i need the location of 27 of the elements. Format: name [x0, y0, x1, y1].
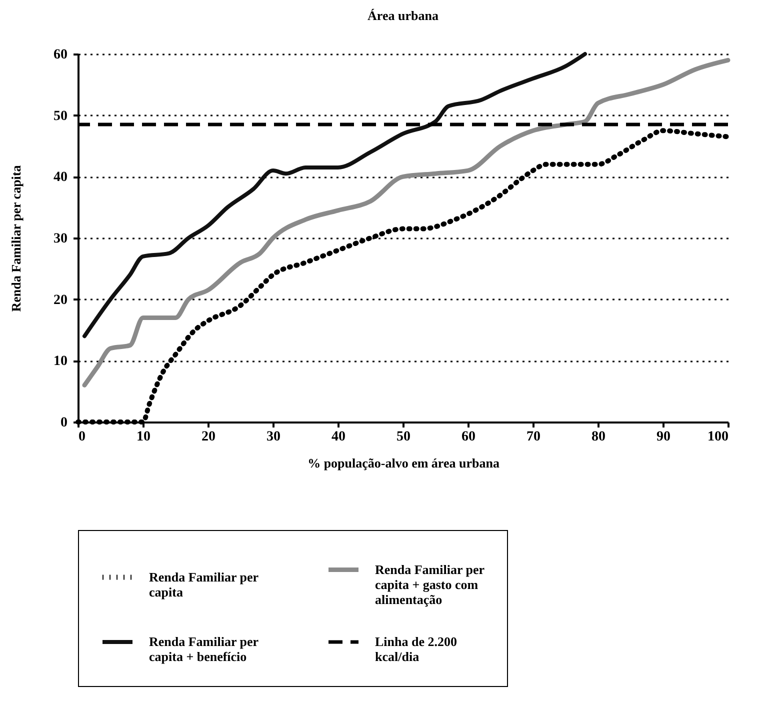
legend-label: Renda Familiar per capita + gasto com alimentação: [375, 562, 485, 607]
y-tick-label: 40: [54, 170, 68, 186]
line-series: [82, 58, 730, 388]
x-tick-label: 20: [202, 430, 216, 444]
legend-label: Linha de 2.200 kcal/dia: [375, 634, 457, 664]
x-tick-label: 100: [708, 430, 728, 444]
line-series: [82, 52, 587, 338]
x-tick-label: 40: [332, 430, 346, 444]
chart-title: Área urbana: [368, 8, 439, 23]
x-tick-label: 90: [656, 430, 670, 444]
x-tick-label: 70: [526, 430, 540, 444]
x-tick-label: 30: [266, 430, 280, 444]
y-tick-label: 30: [54, 232, 68, 246]
legend-label: Renda Familiar per capita: [149, 569, 259, 600]
x-tick-label: 80: [592, 430, 606, 444]
y-tick-label: 0: [60, 416, 68, 430]
x-tick-label: 60: [462, 430, 476, 444]
x-axis-title: % população-alvo em área urbana: [308, 456, 500, 470]
x-tick-label: 10: [136, 430, 150, 444]
y-tick-label: 60: [54, 48, 68, 62]
x-tick-label: 50: [396, 430, 410, 444]
y-axis-title: Renda Familiar per capita: [8, 164, 24, 312]
y-tick-label: 20: [54, 292, 68, 308]
y-tick-label: 10: [54, 354, 68, 370]
x-tick-label: 0: [78, 430, 86, 444]
y-tick-label: 50: [54, 108, 68, 124]
legend-label: Renda Familiar per capita + benefício: [149, 634, 259, 664]
